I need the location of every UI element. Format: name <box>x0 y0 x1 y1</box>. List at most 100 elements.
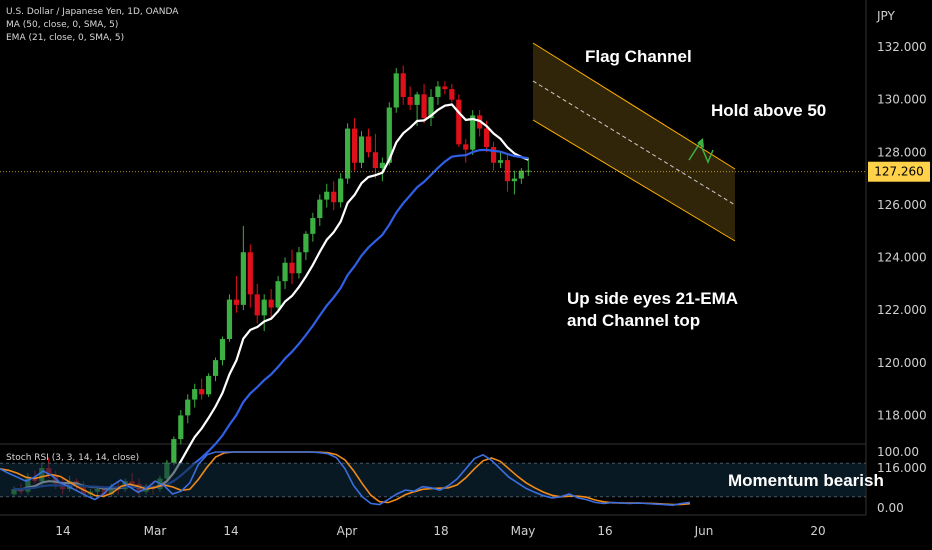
candle-body <box>400 73 406 97</box>
candle <box>192 383 198 408</box>
time-tick-label: 18 <box>433 524 448 538</box>
candle <box>449 83 455 103</box>
candle <box>338 173 344 208</box>
candle <box>310 212 316 242</box>
price-tick-label: 126.000 <box>877 198 927 212</box>
projection-arrowhead <box>697 138 704 148</box>
candle-body <box>490 146 497 163</box>
candle <box>358 131 365 169</box>
candle <box>379 157 385 182</box>
upside-label-1: Up side eyes 21-EMA <box>567 289 738 308</box>
candle-body <box>310 218 316 234</box>
candle-body <box>470 115 476 150</box>
candle <box>282 257 288 290</box>
candle-body <box>178 415 184 440</box>
candle-body <box>219 339 226 361</box>
grid <box>0 0 867 516</box>
projection-path <box>688 141 714 164</box>
candle-body <box>199 389 205 395</box>
price-tick-label: 132.000 <box>877 40 927 54</box>
candle-body <box>421 94 427 119</box>
candle <box>317 194 323 226</box>
ma-legend: MA (50, close, 0, SMA, 5) <box>6 20 119 30</box>
time-tick-label: 20 <box>810 524 825 538</box>
price-tick-label: 118.000 <box>877 408 927 422</box>
candle <box>497 152 504 169</box>
price-tick-label: 120.000 <box>877 356 927 370</box>
candle-body <box>484 128 490 147</box>
candle <box>247 244 253 308</box>
candle-body <box>324 191 330 200</box>
candle-body <box>261 299 267 316</box>
time-tick-label: 14 <box>55 524 70 538</box>
candle <box>261 294 267 332</box>
stoch-tick-label: 0.00 <box>877 501 904 515</box>
candle <box>212 357 219 382</box>
candle <box>372 133 378 179</box>
axes: 127.260 132.000 130.000 128.000 126.000 124.0… <box>55 9 930 538</box>
candle-body <box>247 252 253 295</box>
candle-body <box>240 252 246 305</box>
candle-body <box>435 86 441 97</box>
stoch-tick-label: 100.00 <box>877 445 919 459</box>
flag-channel-label: Flag Channel <box>585 47 692 66</box>
candle-body <box>365 136 372 153</box>
candle-body <box>351 128 358 163</box>
candle <box>240 225 246 311</box>
candle <box>206 373 212 397</box>
upside-label-2: and Channel top <box>567 311 700 330</box>
last-price-label: 127.260 <box>874 165 924 179</box>
price-tick-label: 128.000 <box>877 145 927 159</box>
candle <box>435 81 441 105</box>
stoch-band <box>0 463 866 497</box>
candle <box>254 283 260 324</box>
candle-body <box>511 178 517 182</box>
candle-body <box>386 107 392 163</box>
candle <box>511 170 517 195</box>
candle-body <box>282 262 288 282</box>
candle-body <box>296 252 302 274</box>
time-tick-label: Jun <box>694 524 714 538</box>
time-tick-label: May <box>511 524 536 538</box>
candle-body <box>345 128 351 179</box>
candle <box>463 139 469 163</box>
time-tick-label: Apr <box>337 524 358 538</box>
candle <box>345 123 351 184</box>
candle-body <box>372 152 378 169</box>
candle <box>421 83 427 124</box>
annotations: Flag Channel Hold above 50 Up side eyes 21… <box>567 47 884 490</box>
candle-body <box>212 360 219 376</box>
time-tick-label: 14 <box>223 524 238 538</box>
candle <box>233 275 239 313</box>
candle <box>456 94 462 147</box>
currency-label: JPY <box>876 9 896 23</box>
candle-body <box>338 178 344 203</box>
candle <box>171 436 177 466</box>
flag-channel <box>532 42 736 242</box>
symbol-legend: U.S. Dollar / Japanese Yen, 1D, OANDA <box>6 7 179 17</box>
candle-body <box>171 439 177 463</box>
candle-body <box>442 86 448 90</box>
time-tick-label: Mar <box>144 524 167 538</box>
candle <box>331 181 337 211</box>
candle <box>289 249 295 284</box>
candle <box>185 394 191 424</box>
candle-body <box>275 281 281 308</box>
candle-body <box>185 399 191 416</box>
channel-mid <box>532 80 736 206</box>
price-tick-label: 122.000 <box>877 303 927 317</box>
candle <box>226 294 233 342</box>
hold-above-label: Hold above 50 <box>711 101 826 120</box>
candle-body <box>428 96 434 119</box>
time-tick-label: 16 <box>597 524 612 538</box>
stoch-legend: Stoch RSI (3, 3, 14, 14, close) <box>6 453 140 463</box>
price-tick-label: 124.000 <box>877 251 927 265</box>
candle-body <box>331 191 337 203</box>
candle-body <box>463 144 469 150</box>
candle <box>442 81 448 95</box>
candle-body <box>206 375 212 395</box>
candle <box>199 378 205 400</box>
candles <box>11 65 531 497</box>
candle-body <box>303 233 309 253</box>
